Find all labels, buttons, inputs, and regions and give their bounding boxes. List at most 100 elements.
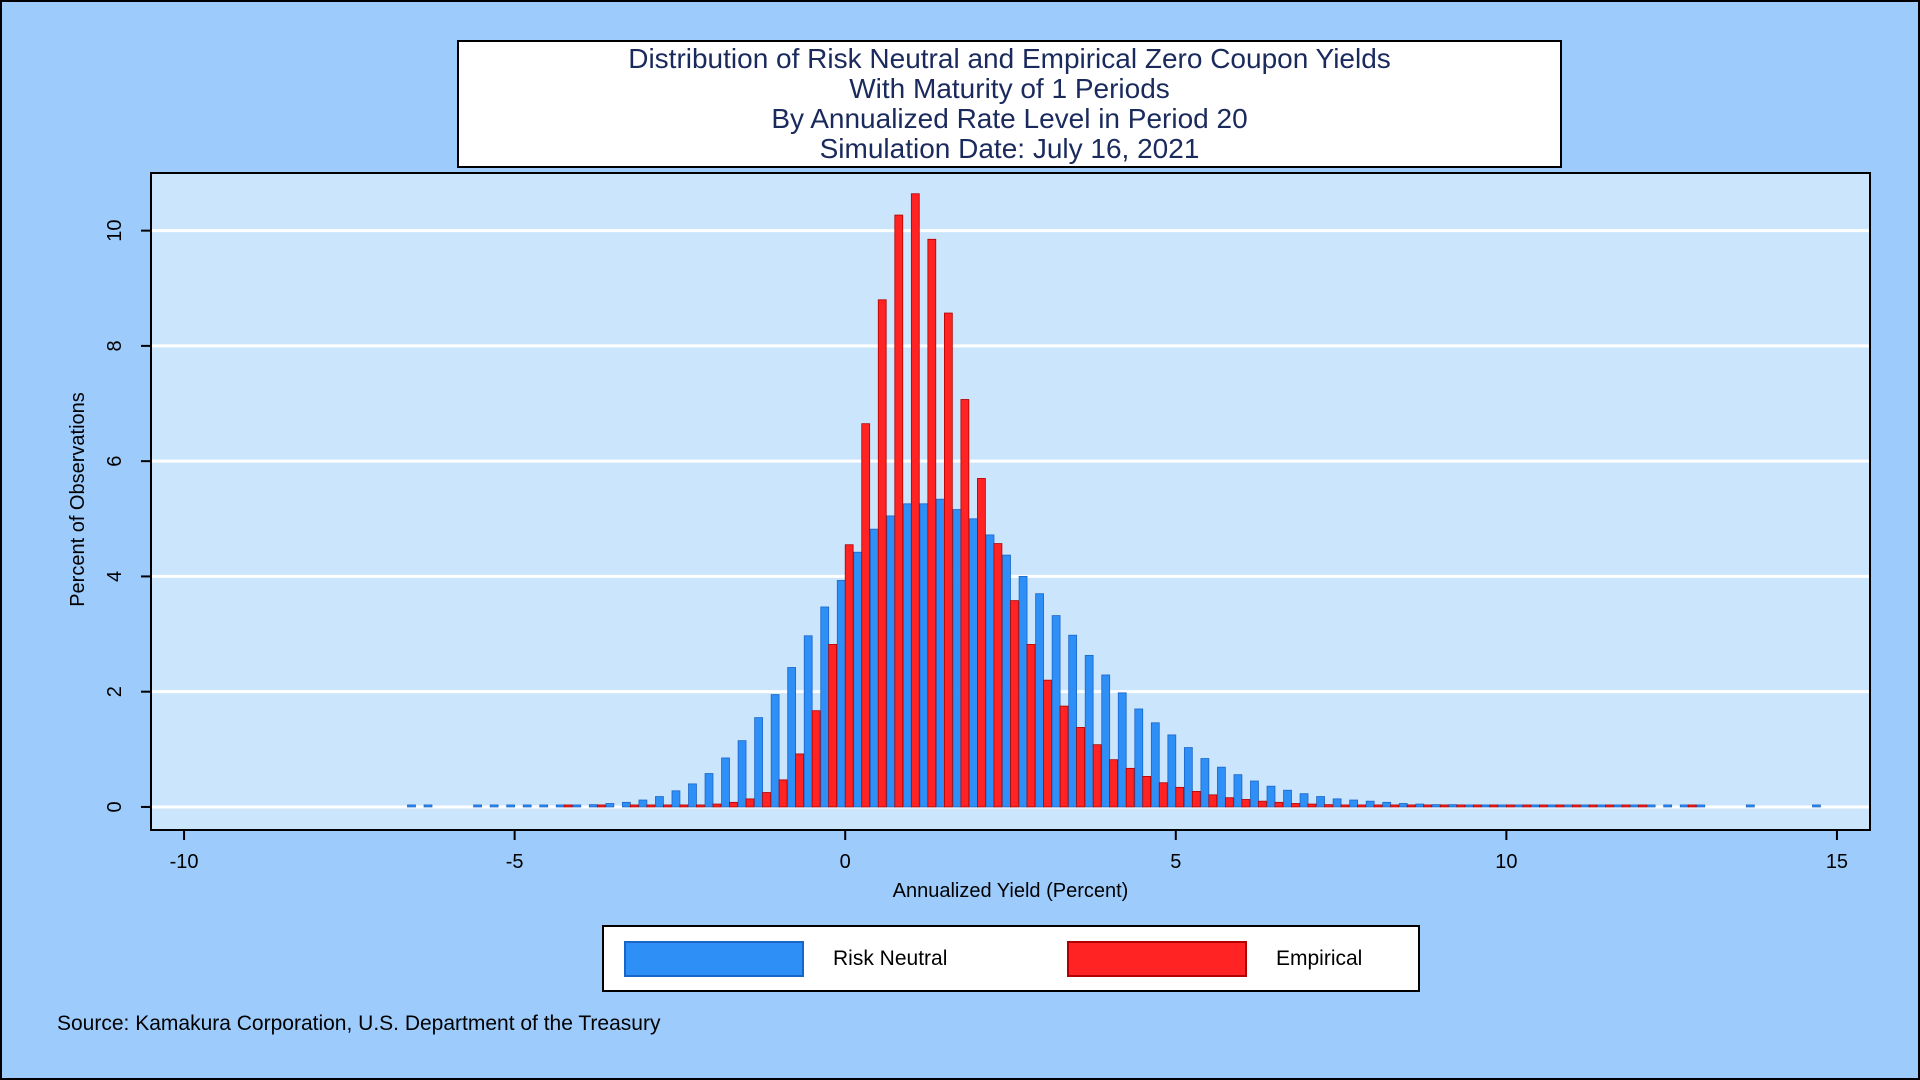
bar-empirical-14 [828, 644, 838, 808]
bar-risk-neutral-21 [787, 667, 797, 808]
bar-risk-neutral-47 [1217, 766, 1226, 808]
bar-empirical-19 [910, 193, 920, 808]
bar-empirical-25 [1010, 600, 1019, 808]
legend-label-risk-neutral: Risk Neutral [833, 947, 948, 970]
bar-empirical-18 [894, 214, 904, 808]
bar-risk-neutral-56 [1365, 800, 1375, 808]
bar-risk-neutral-55 [1349, 799, 1359, 808]
bar-empirical-39 [1241, 799, 1251, 808]
bar-empirical-37 [1208, 794, 1218, 808]
bar-empirical-13 [811, 710, 821, 808]
bar-empirical-22 [960, 399, 970, 808]
bar-empirical-63 [1638, 804, 1647, 808]
bar-empirical-15 [844, 544, 854, 808]
bar-risk-neutral-29 [919, 503, 929, 808]
bar-risk-neutral-65 [1514, 804, 1524, 808]
bar-risk-neutral-40 [1101, 674, 1111, 808]
x-tick-label--5: -5 [506, 851, 524, 873]
bar-risk-neutral-0 [407, 804, 416, 808]
x-axis-label: Annualized Yield (Percent) [893, 880, 1129, 902]
y-tick-label-0: 0 [104, 801, 126, 812]
bar-empirical-9 [745, 798, 755, 808]
bar-risk-neutral-16 [704, 773, 714, 808]
bar-risk-neutral-10 [605, 803, 615, 808]
bar-empirical-48 [1390, 804, 1399, 808]
chart-title-line-3: By Annualized Rate Level in Period 20 [771, 103, 1248, 134]
bar-empirical-44 [1324, 804, 1333, 808]
bar-risk-neutral-61 [1448, 804, 1458, 808]
x-tick-label-0: 0 [840, 851, 851, 873]
y-tick-label-2: 2 [104, 686, 126, 697]
bar-risk-neutral-37 [1051, 615, 1061, 808]
bar-risk-neutral-74 [1663, 804, 1673, 808]
bar-empirical-40 [1258, 800, 1267, 808]
x-tick-label-5: 5 [1170, 851, 1181, 873]
bar-risk-neutral-78 [1812, 804, 1821, 808]
bar-risk-neutral-66 [1531, 804, 1540, 808]
chart-title-line-1: Distribution of Risk Neutral and Empiric… [628, 43, 1391, 74]
bar-empirical-7 [712, 803, 722, 808]
bar-risk-neutral-22 [803, 635, 813, 808]
bar-empirical-8 [729, 801, 738, 808]
bar-risk-neutral-62 [1464, 804, 1474, 808]
y-tick-label-6: 6 [104, 456, 126, 467]
bar-risk-neutral-77 [1745, 804, 1755, 808]
bar-risk-neutral-8 [572, 804, 582, 808]
y-axis-label: Percent of Observations [67, 392, 89, 607]
bar-risk-neutral-69 [1580, 804, 1590, 808]
axes: -10 -5 0 5 10 15 0 2 4 6 8 10 [104, 220, 1848, 873]
bar-empirical-6 [696, 804, 705, 808]
bar-empirical-59 [1572, 804, 1581, 808]
bar-risk-neutral-32 [969, 518, 978, 808]
bar-empirical-27 [1043, 679, 1052, 808]
bar-empirical-21 [943, 312, 953, 808]
bar-risk-neutral-73 [1646, 804, 1656, 808]
bar-empirical-5 [679, 804, 689, 808]
bar-empirical-58 [1555, 804, 1565, 808]
bar-risk-neutral-72 [1630, 804, 1639, 808]
bar-risk-neutral-58 [1398, 803, 1408, 808]
legend-swatch-empirical [1067, 941, 1247, 977]
bar-risk-neutral-24 [836, 580, 846, 808]
bar-risk-neutral-43 [1150, 722, 1160, 808]
bar-risk-neutral-59 [1415, 803, 1425, 808]
bar-risk-neutral-15 [688, 783, 697, 808]
x-tick-label-15: 15 [1826, 851, 1848, 873]
bar-risk-neutral-6 [539, 804, 549, 808]
bar-risk-neutral-48 [1233, 774, 1243, 808]
bar-risk-neutral-54 [1332, 798, 1342, 808]
chart-title-box: Distribution of Risk Neutral and Empiric… [457, 40, 1562, 168]
bar-empirical-57 [1539, 804, 1548, 808]
bar-empirical-33 [1142, 776, 1152, 808]
bar-risk-neutral-70 [1597, 804, 1606, 808]
bar-risk-neutral-36 [1035, 593, 1044, 808]
chart-title-line-2: With Maturity of 1 Periods [849, 73, 1170, 104]
bar-risk-neutral-67 [1547, 804, 1557, 808]
bar-empirical-10 [762, 792, 771, 808]
bar-empirical-49 [1406, 804, 1416, 808]
bar-risk-neutral-1 [423, 804, 433, 808]
bar-empirical-60 [1588, 804, 1598, 808]
bar-risk-neutral-23 [820, 606, 830, 808]
bar-risk-neutral-13 [655, 796, 664, 808]
bar-empirical-36 [1191, 790, 1201, 808]
bar-empirical-2 [629, 804, 639, 808]
bar-risk-neutral-7 [555, 804, 565, 808]
bar-risk-neutral-63 [1481, 804, 1491, 808]
bar-risk-neutral-31 [952, 509, 962, 808]
bar-risk-neutral-12 [638, 799, 648, 808]
y-tick-label-8: 8 [104, 340, 126, 351]
bar-risk-neutral-76 [1696, 804, 1706, 808]
bar-risk-neutral-34 [1002, 554, 1011, 808]
bar-risk-neutral-9 [588, 804, 598, 808]
bar-empirical-17 [877, 299, 887, 808]
bar-empirical-3 [646, 804, 656, 808]
bar-risk-neutral-20 [770, 694, 780, 808]
bar-risk-neutral-45 [1183, 747, 1193, 808]
bar-risk-neutral-75 [1679, 804, 1689, 808]
bar-risk-neutral-18 [737, 740, 747, 808]
bar-risk-neutral-27 [886, 515, 896, 808]
bar-risk-neutral-50 [1266, 785, 1276, 808]
bar-empirical-16 [861, 423, 871, 808]
